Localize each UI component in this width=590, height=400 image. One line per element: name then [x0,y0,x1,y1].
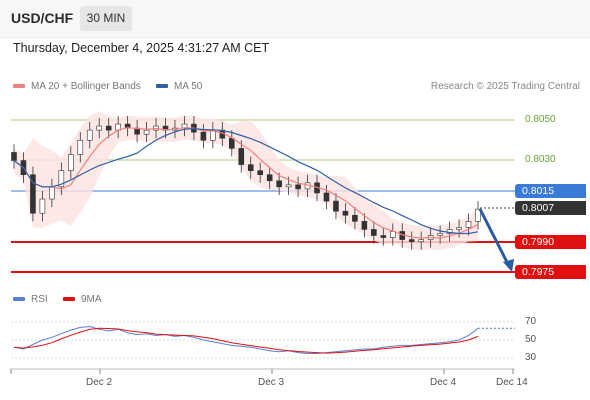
support-1-badge: 0.7990 [515,235,586,249]
rsi-ma-legend: 9MA [63,294,102,305]
candle-body [266,174,273,182]
top-bar: USD/CHF 30 MIN [0,0,590,38]
candle-body [96,125,103,131]
candle-body [86,129,93,141]
rsi-line [13,325,479,354]
candle-body [333,200,339,212]
ma20-line [13,127,479,239]
forecast-arrow [478,208,512,269]
candle-body [380,235,387,238]
x-label-dec4: Dec 4 [430,377,457,388]
candle-body [295,184,301,190]
rsi-level-50: 50 [525,334,537,345]
rsi-swatch [13,297,25,302]
candle-body [418,239,424,242]
candle-body [49,186,55,200]
pivot-price-badge: 0.8015 [515,184,586,198]
candle-body [465,221,472,228]
candle-body [30,174,36,214]
timeframe-button[interactable]: 30 MIN [80,6,132,31]
last-price-badge: 0.8007 [515,201,586,215]
rsi-ma-line [13,327,479,354]
datetime-label: Thursday, December 4, 2025 4:31:27 AM CE… [13,41,270,55]
ma20-swatch [13,84,25,89]
candle-body [352,214,358,222]
credit-label: Research © 2025 Trading Central [430,81,580,92]
candle-body [475,208,481,222]
rsi-legend: RSI [13,294,48,305]
ma50-line [13,127,479,235]
x-label-dec14: Dec 14 [496,377,528,388]
candle-body [77,139,84,155]
rsi-legend-label: RSI [31,294,48,305]
candle-body [408,239,415,242]
candle-body [200,131,207,141]
candle-body [437,233,443,236]
x-label-dec2: Dec 2 [86,377,113,388]
legend-ma50-label: MA 50 [174,81,203,92]
bollinger-bands [14,111,478,251]
bollinger-band-area [14,111,478,251]
rsi-ma-legend-label: 9MA [81,294,102,305]
legend-ma50: MA 50 [156,81,202,92]
candle-body [39,198,46,214]
rsi-series [13,325,515,354]
candle-body [247,164,254,171]
forecast-arrow-head [503,259,514,272]
rsi-level-70: 70 [525,316,537,327]
ma50-swatch [156,84,168,89]
candle-body [285,184,292,188]
candle-body [143,129,150,135]
candle-body [276,180,282,188]
x-label-dec3: Dec 3 [258,377,285,388]
candle-body [228,137,235,149]
candle-body [361,221,368,230]
candle-body [323,192,330,202]
candle-body [456,227,462,230]
candle-body [68,154,74,171]
candle-body [257,170,264,176]
resistance-1-label: 0.8030 [525,154,556,165]
rsi-ma-swatch [63,297,75,302]
resistance-2-label: 0.8050 [525,114,556,125]
candle-body [342,210,349,216]
candle-body [105,125,112,131]
rsi-level-30: 30 [525,352,537,363]
legend-ma20: MA 20 + Bollinger Bands [13,81,141,92]
legend-ma20-label: MA 20 + Bollinger Bands [31,81,141,92]
support-2-badge: 0.7975 [515,265,586,279]
symbol-title: USD/CHF [11,10,74,26]
candle-body [11,152,17,161]
candle-body [238,148,245,165]
candle-body [371,229,377,236]
candle-body [58,170,65,188]
moving-averages [13,127,479,239]
candle-body [446,229,453,234]
